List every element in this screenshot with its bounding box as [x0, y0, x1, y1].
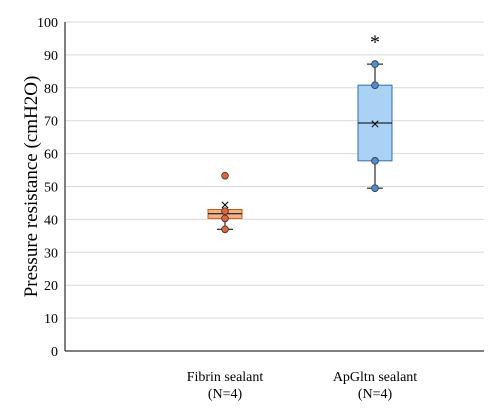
- data-point-3: [221, 214, 229, 223]
- box-group-1: [207, 171, 243, 234]
- category-label-2: ApGltn sealant: [333, 370, 417, 385]
- data-point-3: [371, 157, 379, 165]
- y-tick-label-70: 70: [44, 115, 58, 130]
- mean-marker-b: [371, 120, 379, 128]
- y-tick-label-60: 60: [44, 148, 58, 163]
- gridlines: [65, 21, 484, 319]
- y-axis-label: Pressure resistance (cmH2O): [21, 76, 42, 298]
- data-point-2: [221, 207, 229, 215]
- y-tick-label-80: 80: [44, 82, 58, 97]
- category-label-1: Fibrin sealant: [187, 370, 264, 385]
- y-tick-label-100: 100: [37, 16, 58, 31]
- y-axis-tick-labels: 0 10 20 30 40 50 60 70 80 90 100: [37, 16, 58, 360]
- category-n-label-2: (N=4): [358, 387, 393, 402]
- y-tick-label-50: 50: [44, 181, 58, 196]
- category-n-label-1: (N=4): [208, 387, 243, 402]
- data-point-1: [371, 60, 379, 68]
- y-tick-label-10: 10: [44, 312, 58, 327]
- y-tick-label-30: 30: [44, 246, 58, 261]
- y-tick-label-0: 0: [51, 345, 58, 360]
- data-point-4: [371, 184, 379, 192]
- y-tick-label-40: 40: [44, 213, 58, 228]
- significance-asterisk: *: [370, 31, 380, 53]
- data-point-2: [371, 81, 379, 89]
- y-tick-label-20: 20: [44, 279, 58, 294]
- x-axis-category-labels: Fibrin sealant (N=4) ApGltn sealant (N=4): [187, 370, 418, 402]
- y-tick-label-90: 90: [44, 49, 58, 64]
- box-series: [207, 60, 393, 234]
- annotations: *: [370, 31, 380, 53]
- box-group-2: [357, 60, 393, 192]
- data-point-4: [221, 225, 229, 234]
- mean-marker-b: [221, 201, 229, 209]
- data-point-1: [221, 171, 229, 180]
